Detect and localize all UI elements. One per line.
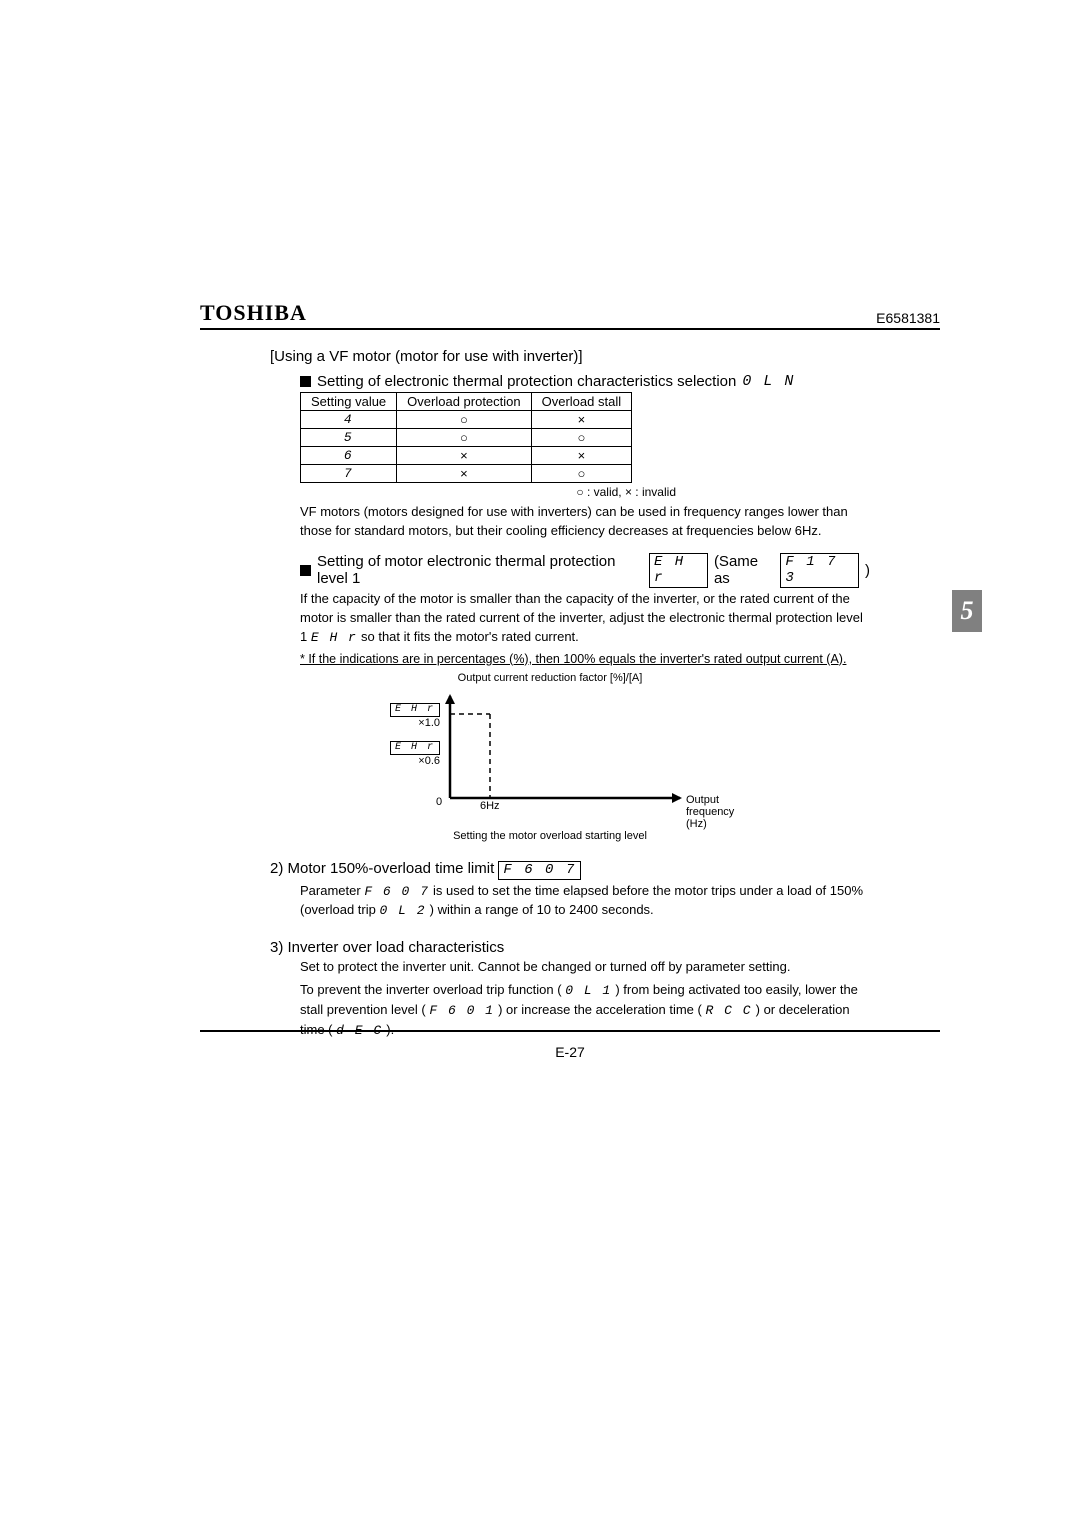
table-cell: ○ — [531, 465, 631, 483]
param-code-oln: 0 L N — [742, 373, 795, 390]
param-code-f607: F 6 0 7 — [498, 861, 581, 880]
bullet2-tail: ) — [865, 562, 870, 579]
table-row: 6×× — [301, 447, 632, 465]
table-cell: 6 — [301, 447, 397, 465]
param-code-f601: F 6 0 1 — [429, 1003, 494, 1018]
page-header: TOSHIBA E6581381 — [200, 300, 940, 330]
chart-area: E H r×1.0E H r×0.6 0 6Hz Output frequenc… — [370, 688, 730, 828]
bullet-thermal-selection: Setting of electronic thermal protection… — [300, 373, 870, 390]
sec2-a: Parameter — [300, 883, 364, 898]
param-code-f173: F 1 7 3 — [780, 553, 859, 589]
bullet2-mid: (Same as — [714, 553, 774, 587]
sec3-b-mid2: ) or increase the acceleration time ( — [498, 1002, 702, 1017]
square-bullet-icon — [300, 376, 311, 387]
section-2-heading: 2) Motor 150%-overload time limit F 6 0 … — [270, 860, 870, 880]
footer-rule — [200, 1030, 940, 1032]
col-overload-stall: Overload stall — [531, 393, 631, 411]
chart-bottom-caption: Setting the motor overload starting leve… — [370, 830, 730, 842]
table-cell: × — [531, 411, 631, 429]
chart-y-label: E H r×0.6 — [370, 740, 440, 767]
table-cell: 5 — [301, 429, 397, 447]
settings-table: Setting value Overload protection Overlo… — [300, 392, 632, 483]
col-setting-value: Setting value — [301, 393, 397, 411]
table-cell: 4 — [301, 411, 397, 429]
table-cell: 7 — [301, 465, 397, 483]
param-code-ehr-inline: E H r — [311, 630, 358, 645]
table-row: 5○○ — [301, 429, 632, 447]
chapter-tab: 5 — [952, 590, 982, 632]
thermal-level-note: If the capacity of the motor is smaller … — [300, 590, 870, 648]
para2-b: so that it fits the motor's rated curren… — [361, 629, 579, 644]
context-line: [Using a VF motor (motor for use with in… — [270, 348, 870, 365]
square-bullet-icon — [300, 565, 311, 576]
chart-xaxis-label: Output frequency (Hz) — [686, 794, 734, 830]
param-code-rcc: R C C — [705, 1003, 752, 1018]
page-number: E-27 — [200, 1044, 940, 1060]
bullet-thermal-level: Setting of motor electronic thermal prot… — [300, 553, 870, 589]
page-content: [Using a VF motor (motor for use with in… — [200, 330, 870, 1041]
bullet1-text: Setting of electronic thermal protection… — [317, 373, 736, 390]
chart-xtick-label: 6Hz — [480, 800, 500, 812]
table-cell: ○ — [397, 411, 531, 429]
chart-y-label: E H r×1.0 — [370, 702, 440, 729]
table-row: 4○× — [301, 411, 632, 429]
param-code-ol2: 0 L 2 — [379, 903, 426, 918]
table-cell: × — [397, 447, 531, 465]
param-code-ehr: E H r — [649, 553, 708, 589]
sec2-c: ) within a range of 10 to 2400 seconds. — [430, 902, 654, 917]
section-3-body-a: Set to protect the inverter unit. Cannot… — [300, 958, 870, 977]
section-3-heading: 3) Inverter over load characteristics — [270, 939, 870, 956]
doc-id: E6581381 — [876, 310, 940, 326]
chart-title: Output current reduction factor [%]/[A] — [370, 672, 730, 684]
sec3-b-pre: To prevent the inverter overload trip fu… — [300, 982, 562, 997]
section-2-body: Parameter F 6 0 7 is used to set the tim… — [300, 882, 870, 922]
table-row: 7×○ — [301, 465, 632, 483]
table-cell: × — [531, 447, 631, 465]
percentage-footnote: * If the indications are in percentages … — [300, 652, 870, 666]
param-code-ol1: 0 L 1 — [565, 983, 612, 998]
bullet2-text-a: Setting of motor electronic thermal prot… — [317, 553, 643, 587]
chart-origin-label: 0 — [436, 796, 442, 808]
table-cell: ○ — [531, 429, 631, 447]
param-code-f607-inline: F 6 0 7 — [364, 884, 429, 899]
table-legend: ○ : valid, × : invalid — [300, 485, 676, 499]
table-cell: ○ — [397, 429, 531, 447]
vf-motor-note: VF motors (motors designed for use with … — [300, 503, 870, 541]
sec2-heading-pre: 2) Motor 150%-overload time limit — [270, 860, 498, 877]
reduction-factor-chart: Output current reduction factor [%]/[A] … — [370, 672, 870, 842]
table-cell: × — [397, 465, 531, 483]
col-overload-protection: Overload protection — [397, 393, 531, 411]
brand-logo: TOSHIBA — [200, 300, 307, 326]
